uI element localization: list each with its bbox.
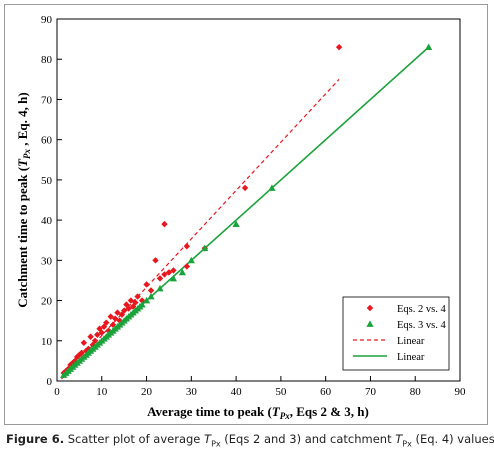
point-series-2 [169, 274, 178, 282]
axis-ticks: 0 10 20 30 40 50 60 70 80 90 0 10 20 30 40 50 60 70 80 90 [41, 14, 466, 398]
point-series-1 [161, 220, 168, 228]
legend-marker-series-2 [366, 320, 374, 327]
point-series-2 [425, 43, 433, 51]
point-series-2 [201, 244, 209, 252]
y-tick-label: 90 [41, 14, 53, 26]
x-tick-label: 50 [275, 386, 287, 398]
point-series-2 [147, 292, 155, 300]
point-series-1 [98, 329, 105, 336]
y-tick-label: 50 [41, 175, 53, 187]
x-tick-label: 30 [186, 386, 198, 398]
point-series-2 [178, 268, 186, 276]
point-series-1 [112, 315, 119, 322]
y-tick-label: 30 [41, 255, 53, 267]
x-tick-label: 80 [410, 386, 422, 398]
caption-text-1: Scatter plot of average [64, 432, 205, 446]
point-series-1 [125, 305, 132, 312]
y-tick-label: 20 [41, 296, 53, 308]
x-tick-label: 20 [141, 386, 153, 398]
point-series-1 [87, 333, 94, 340]
x-axis-label: Average time to peak (TPx, Eqs 2 & 3, h) [147, 404, 369, 421]
point-series-1 [127, 297, 135, 304]
point-series-2 [138, 300, 146, 308]
legend-label-series-1: Eqs. 2 vs. 4 [397, 304, 446, 315]
caption-symbol-1-sub: Px [211, 439, 221, 449]
point-series-1 [134, 293, 141, 300]
y-tick-label: 40 [41, 215, 53, 227]
y-tick-label: 10 [41, 336, 53, 348]
legend-label-trend-2: Linear [397, 352, 425, 363]
point-series-1 [165, 269, 173, 276]
y-axis-label: Catchment time to peak (TPx , Eq. 4, h) [15, 92, 32, 307]
data-points [60, 43, 433, 378]
legend-label-series-2: Eqs. 3 vs. 4 [397, 320, 446, 331]
y-tick-label: 0 [47, 376, 53, 388]
x-tick-label: 0 [54, 386, 60, 398]
point-series-1 [147, 287, 155, 294]
caption-symbol-1: T [204, 432, 212, 446]
legend-marker-series-1 [366, 304, 374, 312]
caption-label: Figure 6. [6, 432, 65, 446]
y-tick-label: 80 [41, 54, 53, 66]
caption-text-2: (Eqs 2 and 3) and catchment [220, 432, 396, 446]
legend-box [342, 296, 450, 371]
point-series-1 [103, 319, 110, 326]
point-series-2 [156, 284, 164, 292]
x-tick-label: 70 [365, 386, 377, 398]
x-tick-label: 60 [320, 386, 332, 398]
y-tick-label: 60 [41, 135, 53, 147]
trendline-1 [61, 78, 340, 380]
caption-symbol-2: T [395, 432, 403, 446]
point-series-2 [142, 296, 151, 304]
point-series-2 [232, 220, 240, 228]
point-series-1 [107, 313, 114, 320]
legend: Eqs. 2 vs. 4 Eqs. 3 vs. 4 Linear Linear [342, 296, 450, 371]
point-series-1 [94, 331, 101, 338]
point-series-2 [268, 184, 276, 191]
x-tick-label: 40 [231, 386, 243, 398]
figure-caption: Figure 6. Scatter plot of average TPx (E… [6, 432, 494, 449]
point-series-1 [183, 243, 191, 250]
point-series-2 [187, 256, 195, 264]
point-series-1 [80, 339, 88, 346]
x-tick-label: 90 [455, 386, 467, 398]
y-tick-label: 70 [41, 94, 53, 106]
plot-area [56, 18, 461, 382]
point-series-1 [183, 263, 191, 270]
point-series-1 [170, 267, 177, 274]
point-series-1 [152, 257, 159, 264]
point-series-1 [161, 271, 168, 278]
x-tick-label: 10 [96, 386, 108, 398]
point-series-1 [156, 275, 164, 282]
point-series-1 [132, 299, 139, 306]
point-series-1 [335, 43, 343, 51]
legend-label-trend-1: Linear [397, 336, 425, 347]
point-series-1 [120, 307, 128, 314]
point-series-1 [143, 281, 150, 288]
point-series-1 [241, 184, 249, 192]
caption-symbol-2-sub: Px [402, 439, 412, 449]
point-series-1 [114, 309, 121, 316]
caption-text-3: (Eq. 4) values [411, 432, 494, 446]
